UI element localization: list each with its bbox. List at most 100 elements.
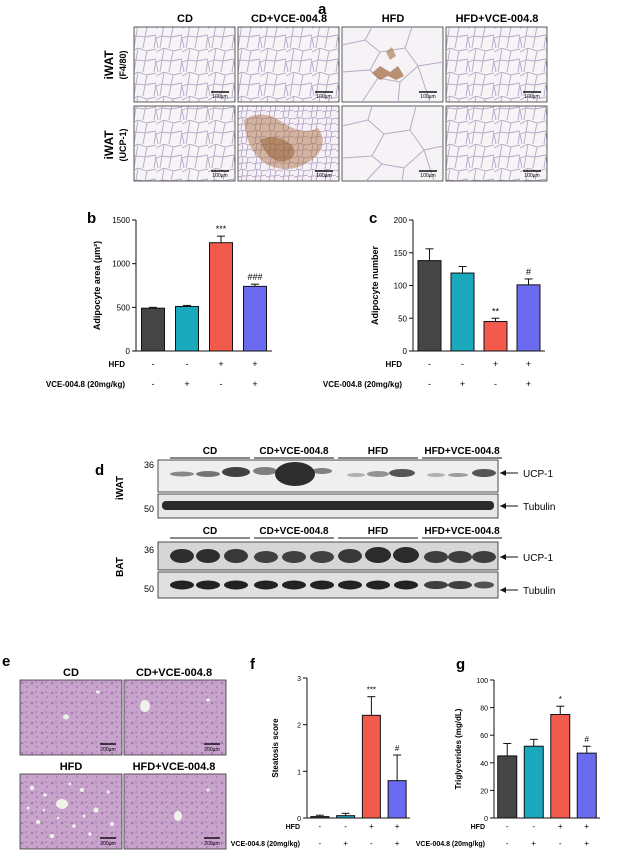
y-tick-label: 0 bbox=[403, 347, 408, 356]
treatment-sign: - bbox=[494, 379, 497, 389]
y-tick-label: 0 bbox=[484, 816, 488, 823]
bar-cd-vce-004-8 bbox=[336, 815, 356, 819]
blot-bat-header-cd: CD bbox=[203, 526, 217, 537]
treatment-sign: + bbox=[460, 379, 465, 389]
panel-a-header-cd: CD bbox=[177, 13, 193, 25]
panel-a-row-label-ucp1: iWAT (UCP-1) bbox=[102, 128, 128, 161]
treatment-row-label: VCE-004.8 (20mg/kg) bbox=[416, 841, 485, 848]
treatment-sign: - bbox=[152, 379, 155, 389]
panel-a-row-label-f480: iWAT (F4/80) bbox=[102, 50, 128, 80]
treatment-sign: - bbox=[559, 839, 562, 848]
treatment-sign: - bbox=[532, 822, 535, 831]
blot-iwat-header-hfd: HFD bbox=[368, 446, 389, 457]
blot-bat-header-hfd: HFD bbox=[368, 526, 389, 537]
blot-iwat-ucp1-label: UCP-1 bbox=[523, 469, 553, 480]
bar-cd-vce-004-8 bbox=[523, 745, 544, 819]
chart-g-triglycerides: 0 20 40 60 80 100 Triglycerides (mg/dL) * # HFD - -… bbox=[416, 678, 600, 848]
scale-bar-text: 100µm bbox=[420, 94, 435, 100]
significance-marker: *** bbox=[367, 686, 376, 695]
panel-f-letter: f bbox=[250, 656, 256, 673]
y-tick-label: 100 bbox=[476, 678, 488, 685]
panel-e-letter: e bbox=[2, 653, 10, 670]
panel-c-letter: c bbox=[369, 210, 377, 227]
y-tick-label: 80 bbox=[480, 706, 488, 713]
scale-bar-text: 100µm bbox=[316, 94, 331, 100]
treatment-row-label: HFD bbox=[471, 824, 485, 831]
panel-a-row2-main: iWAT bbox=[102, 130, 116, 160]
panel-a-row2-sub: (UCP-1) bbox=[118, 128, 128, 161]
panel-b-letter: b bbox=[87, 210, 96, 227]
significance-marker: ** bbox=[492, 306, 500, 316]
y-tick-label: 100 bbox=[394, 282, 408, 291]
blot-bat-mw-36: 36 bbox=[144, 545, 154, 555]
treatment-sign: + bbox=[395, 839, 400, 848]
liver-header-cd-vce: CD+VCE-004.8 bbox=[136, 667, 212, 679]
liver-header-cd: CD bbox=[63, 667, 79, 679]
y-tick-label: 500 bbox=[117, 303, 131, 312]
y-tick-label: 0 bbox=[297, 816, 301, 823]
treatment-sign: - bbox=[506, 822, 509, 831]
scale-bar-text: 200µm bbox=[100, 841, 115, 847]
y-tick-label: 50 bbox=[398, 314, 407, 323]
y-tick-label: 40 bbox=[480, 761, 488, 768]
treatment-sign: + bbox=[526, 379, 531, 389]
treatment-sign: + bbox=[252, 359, 257, 369]
y-axis-label: Adipocyte area (µm²) bbox=[92, 241, 102, 330]
blot-iwat-tubulin-bands bbox=[162, 501, 494, 510]
blot-bat-tubulin-bands bbox=[170, 580, 494, 590]
blot-bat-group-headers: CD CD+VCE-004.8 HFD HFD+VCE-004.8 bbox=[170, 526, 502, 539]
liver-micrograph-hfd: 200µm bbox=[19, 773, 123, 850]
treatment-sign: - bbox=[506, 839, 509, 848]
bar-hfd-vce-004-8 bbox=[387, 780, 407, 819]
liver-micrograph-cd-vce: 200µm bbox=[123, 679, 227, 756]
blot-iwat-mw-50: 50 bbox=[144, 504, 154, 514]
micrograph-iwat-ucp1-cd: 100µm bbox=[133, 105, 236, 182]
treatment-row-label: VCE-004.8 (20mg/kg) bbox=[46, 380, 125, 389]
y-tick-label: 200 bbox=[394, 216, 408, 225]
treatment-sign: + bbox=[531, 839, 536, 848]
treatment-row-label: HFD bbox=[386, 360, 403, 369]
bar-hfd bbox=[361, 714, 381, 819]
scale-bar-text: 200µm bbox=[100, 747, 115, 753]
blot-bat-header-hfd-vce: HFD+VCE-004.8 bbox=[424, 526, 500, 537]
bar-hfd-vce-004-8 bbox=[576, 752, 597, 819]
treatment-sign: + bbox=[252, 379, 257, 389]
bar-cd-vce-004-8 bbox=[450, 272, 475, 352]
y-tick-label: 60 bbox=[480, 733, 488, 740]
micrograph-iwat-ucp1-cd-vce: 100µm bbox=[237, 105, 340, 182]
panel-d-letter: d bbox=[95, 462, 104, 479]
panel-a-column-headers: CD CD+VCE-004.8 HFD HFD+VCE-004.8 bbox=[177, 13, 538, 25]
significance-marker: ### bbox=[247, 272, 262, 282]
scale-bar-text: 100µm bbox=[212, 94, 227, 100]
significance-marker: # bbox=[526, 267, 531, 277]
chart-f-steatosis-score: 0 1 2 3 Steatosis score *** # HFD - - + + VCE-004.8 … bbox=[231, 676, 410, 848]
treatment-sign: - bbox=[461, 359, 464, 369]
panel-a-header-cd-vce: CD+VCE-004.8 bbox=[251, 13, 327, 25]
y-tick-label: 3 bbox=[297, 676, 301, 683]
blot-bat-ucp1-bands bbox=[170, 547, 496, 563]
y-tick-label: 1500 bbox=[112, 216, 130, 225]
treatment-sign: - bbox=[370, 839, 373, 848]
treatment-sign: - bbox=[428, 359, 431, 369]
panel-a-row1-main: iWAT bbox=[102, 50, 116, 80]
blot-bat-header-cd-vce: CD+VCE-004.8 bbox=[259, 526, 329, 537]
treatment-sign: + bbox=[369, 822, 374, 831]
panel-g-letter: g bbox=[456, 656, 465, 673]
scale-bar-text: 100µm bbox=[212, 173, 227, 179]
micrograph-iwat-f480-hfd: 100µm bbox=[341, 26, 444, 103]
treatment-sign: - bbox=[152, 359, 155, 369]
y-axis-label: Adipocyte number bbox=[370, 246, 380, 326]
micrograph-iwat-ucp1-hfd: 100µm bbox=[341, 105, 444, 182]
scale-bar-text: 100µm bbox=[420, 173, 435, 179]
y-tick-label: 2 bbox=[297, 723, 301, 730]
panel-a-letter: a bbox=[318, 1, 327, 18]
treatment-row-label: VCE-004.8 (20mg/kg) bbox=[231, 841, 300, 848]
blot-iwat-tissue-label: iWAT bbox=[115, 476, 126, 500]
scale-bar-text: 100µm bbox=[316, 173, 331, 179]
blot-iwat-header-cd: CD bbox=[203, 446, 217, 457]
bar-cd bbox=[141, 307, 165, 352]
blot-bat-tissue-label: BAT bbox=[115, 557, 126, 577]
western-blot-iwat: CD CD+VCE-004.8 HFD HFD+VCE-004.8 iWAT 3… bbox=[115, 446, 555, 519]
treatment-sign: + bbox=[343, 839, 348, 848]
